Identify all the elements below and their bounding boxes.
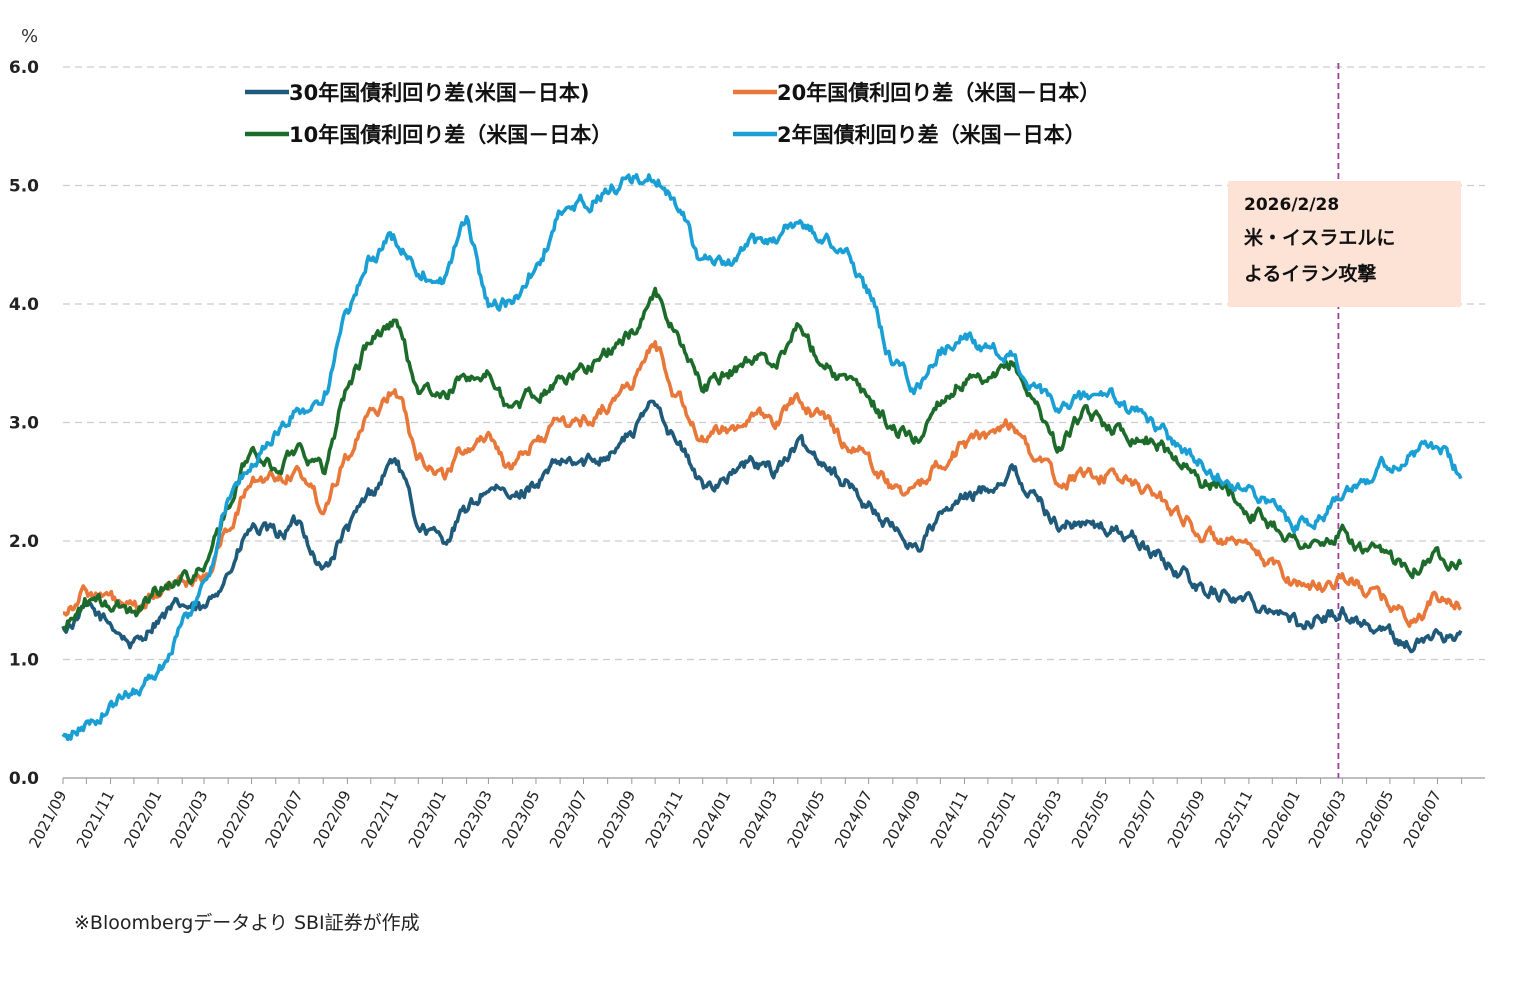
x-tick-label: 2022/11: [357, 788, 402, 851]
legend-label: 30年国債利回り差(米国－日本): [289, 81, 589, 105]
y-tick-label: 3.0: [9, 414, 39, 434]
annotation-line: よるイラン攻撃: [1244, 262, 1376, 285]
series-line: [62, 340, 1462, 628]
x-tick-label: 2025/11: [1211, 788, 1256, 851]
x-tick-label: 2022/07: [261, 788, 306, 851]
x-tick-label: 2021/11: [73, 788, 118, 851]
y-tick-label: 5.0: [9, 177, 39, 197]
x-axis: 2021/09 2021/11 2022/01 2022/03 2022/05 2022/…: [25, 777, 1485, 851]
source-note: ※Bloombergデータより SBI証券が作成: [74, 912, 420, 934]
legend: 30年国債利回り差(米国－日本) 20年国債利回り差（米国－日本） 10年国債利回り…: [245, 81, 1100, 147]
x-tick-label: 2024/01: [689, 788, 734, 851]
x-tick-label: 2024/11: [927, 788, 972, 851]
x-tick-label: 2024/07: [831, 788, 876, 851]
x-tick-label: 2023/09: [594, 788, 639, 851]
x-tick-label: 2023/03: [451, 788, 496, 851]
x-tick-label: 2023/05: [498, 788, 543, 851]
y-unit-label: %: [21, 26, 38, 47]
x-tick-label: 2024/05: [783, 788, 828, 851]
x-tick-label: 2025/09: [1164, 788, 1209, 851]
x-tick-label: 2022/09: [310, 788, 355, 851]
legend-label: 2年国債利回り差（米国－日本）: [777, 123, 1086, 147]
series-lines: [61, 173, 1463, 742]
x-tick-label: 2025/07: [1115, 788, 1160, 851]
legend-label: 10年国債利回り差（米国－日本）: [289, 123, 612, 147]
y-tick-label: 2.0: [9, 532, 39, 552]
y-tick-label: 0.0: [9, 769, 39, 789]
series-line: [61, 286, 1463, 632]
x-tick-label: 2022/01: [120, 788, 165, 851]
x-tick-label: 2026/01: [1259, 788, 1304, 851]
y-tick-label: 6.0: [9, 58, 39, 78]
x-tick-label: 2025/01: [974, 788, 1019, 851]
annotation-date: 2026/2/28: [1244, 195, 1339, 215]
x-tick-label: 2025/03: [1020, 788, 1065, 851]
legend-label: 20年国債利回り差（米国－日本）: [777, 81, 1100, 105]
annotation-background: [1228, 181, 1461, 307]
x-tick-label: 2022/03: [166, 788, 211, 851]
x-tick-label: 2026/05: [1352, 788, 1397, 851]
series-line: [61, 399, 1463, 654]
x-tick-label: 2023/01: [405, 788, 450, 851]
annotation-line: 米・イスラエルに: [1244, 226, 1395, 249]
x-tick-label: 2024/09: [879, 788, 924, 851]
x-tick-label: 2022/05: [214, 788, 259, 851]
x-tick-label: 2026/07: [1400, 788, 1445, 851]
x-tick-label: 2023/07: [546, 788, 591, 851]
y-tick-labels: 0.0 1.0 2.0 3.0 4.0 5.0 6.0: [9, 58, 39, 789]
y-tick-label: 4.0: [9, 295, 39, 315]
y-tick-label: 1.0: [9, 651, 39, 671]
series-line: [61, 173, 1463, 742]
x-tick-label: 2023/11: [642, 788, 687, 851]
x-tick-label: 2026/03: [1305, 788, 1350, 851]
x-tick-label: 2021/09: [25, 788, 70, 851]
x-tick-label: 2024/03: [736, 788, 781, 851]
x-tick-label: 2025/05: [1068, 788, 1113, 851]
